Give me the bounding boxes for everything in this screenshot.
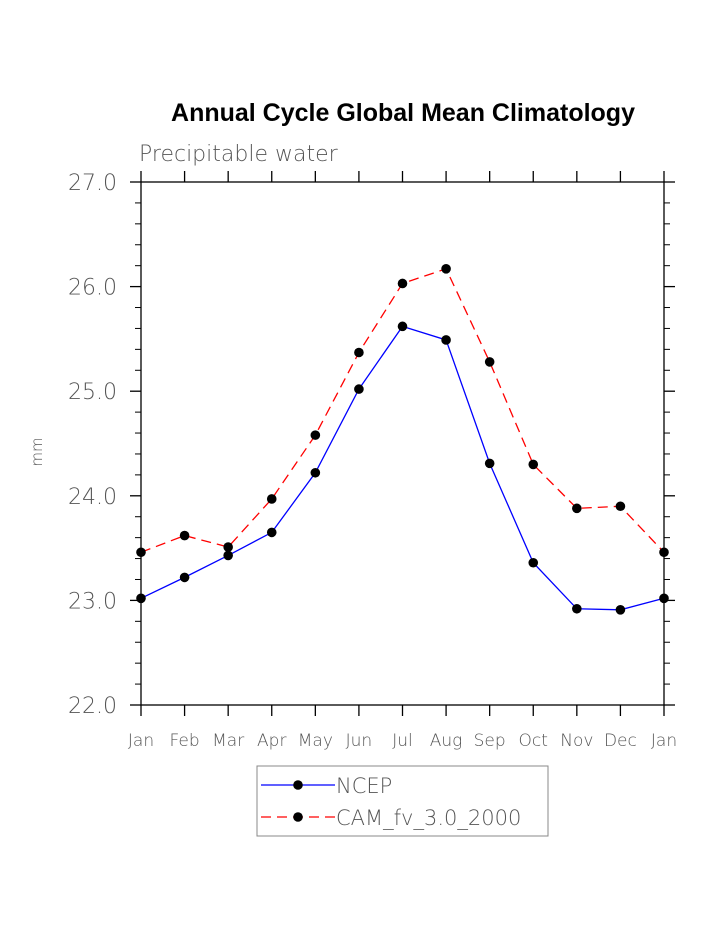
- data-point: [397, 278, 408, 289]
- data-point: [266, 494, 277, 504]
- x-tick-label: Mar: [212, 731, 244, 751]
- series-layer: [136, 264, 669, 615]
- legend: NCEP CAM_fv_3.0_2000: [256, 765, 549, 837]
- data-point: [659, 593, 669, 604]
- data-point: [354, 384, 364, 394]
- y-tick-label: 25.0: [68, 380, 117, 405]
- y-tick-label: 23.0: [68, 589, 117, 614]
- legend-label: NCEP: [336, 774, 392, 798]
- data-point: [441, 264, 451, 274]
- x-tick-label: Nov: [560, 731, 593, 751]
- legend-box: [256, 765, 549, 837]
- data-point: [397, 321, 408, 332]
- data-point: [484, 458, 495, 469]
- y-tick-label: 26.0: [68, 276, 117, 301]
- data-point: [179, 572, 190, 583]
- x-tick-label: Jun: [346, 731, 373, 751]
- x-tick-label: Jan: [128, 731, 154, 751]
- data-point: [528, 459, 539, 470]
- data-point: [223, 542, 233, 552]
- data-point: [615, 605, 626, 615]
- series-line-0: [140, 325, 665, 611]
- data-point: [179, 530, 190, 541]
- data-point: [441, 335, 451, 345]
- data-point: [136, 547, 146, 558]
- x-tick-label: Dec: [604, 731, 637, 751]
- x-tick-label: Apr: [257, 731, 286, 751]
- data-point: [572, 503, 582, 514]
- data-point: [310, 430, 321, 440]
- data-point: [354, 347, 364, 358]
- legend-marker: [293, 812, 303, 822]
- data-point: [572, 603, 582, 614]
- y-tick-label: 22.0: [68, 694, 117, 719]
- y-axis-label: mm: [28, 437, 46, 466]
- chart-title: Annual Cycle Global Mean Climatology: [171, 99, 635, 127]
- data-point: [223, 550, 233, 561]
- y-tick-label: 24.0: [68, 485, 117, 510]
- data-point: [310, 467, 321, 478]
- data-point: [528, 557, 539, 568]
- x-tick-label: Feb: [170, 731, 200, 751]
- series-line-1: [140, 268, 665, 553]
- data-point: [659, 547, 669, 558]
- x-tick-label: Aug: [430, 731, 463, 751]
- axes: Jan Feb Mar Apr May Jun Jul Aug Sep Oct Nov Dec Jan 2…: [68, 171, 677, 751]
- legend-marker: [293, 780, 303, 790]
- data-point: [484, 357, 495, 367]
- y-tick-label: 27.0: [68, 171, 117, 196]
- x-tick-label: May: [298, 731, 333, 751]
- legend-label: CAM_fv_3.0_2000: [336, 806, 521, 830]
- data-point: [266, 527, 277, 538]
- plot-frame: [140, 181, 665, 706]
- x-tick-label: Jan: [651, 731, 677, 751]
- x-tick-label: Jul: [392, 731, 413, 751]
- data-point: [136, 593, 146, 604]
- data-point: [615, 501, 626, 512]
- chart-subtitle: Precipitable water: [139, 142, 339, 167]
- x-tick-label: Sep: [474, 731, 506, 751]
- x-tick-label: Oct: [519, 731, 548, 751]
